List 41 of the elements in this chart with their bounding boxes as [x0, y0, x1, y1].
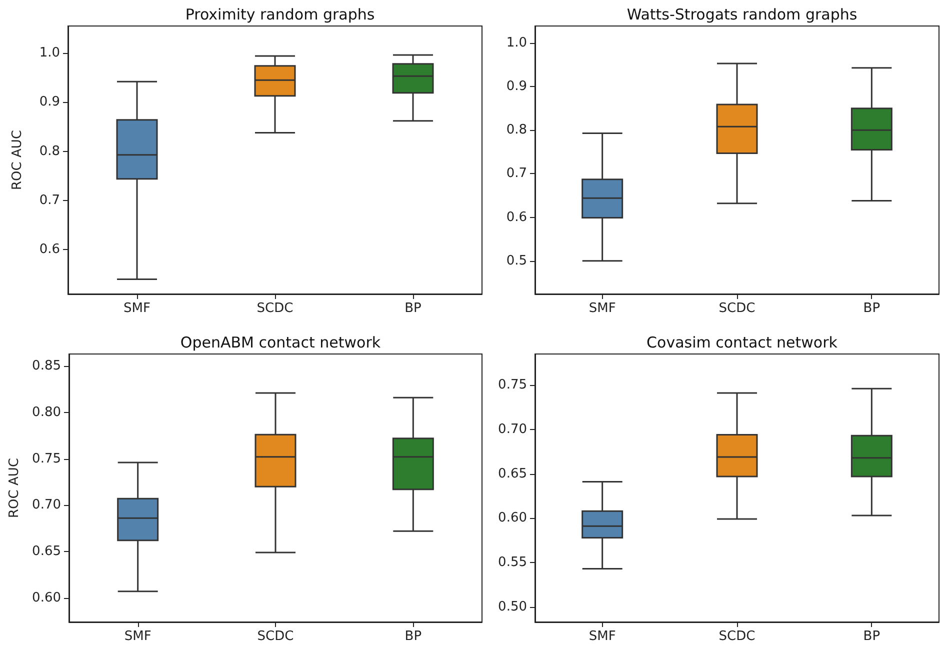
x-tick-label: SCDC [718, 301, 756, 316]
chart-title: Covasim contact network [646, 334, 838, 352]
y-tick-label: 0.65 [498, 466, 527, 482]
y-tick-label: 0.5 [506, 253, 527, 268]
y-tick-label: 1.0 [506, 35, 527, 50]
y-tick-label: 0.8 [39, 144, 60, 159]
x-tick-label: BP [863, 629, 880, 644]
y-tick-label: 0.80 [32, 404, 61, 420]
y-tick-label: 0.6 [39, 242, 60, 258]
chart-title: OpenABM contact network [180, 334, 381, 352]
x-tick-label: SMF [588, 629, 616, 644]
y-tick-label: 0.75 [498, 378, 527, 393]
y-tick-label: 0.70 [32, 498, 61, 513]
y-tick-label: 0.85 [32, 358, 61, 374]
x-tick-label: SCDC [718, 629, 756, 644]
x-tick-label: SCDC [257, 629, 294, 644]
x-tick-label: SMF [124, 301, 150, 316]
y-tick-label: 0.70 [498, 422, 527, 437]
x-tick-label: BP [863, 301, 880, 316]
x-tick-label: BP [404, 301, 422, 316]
y-tick-label: 1.0 [39, 46, 60, 61]
y-tick-label: 0.50 [498, 599, 527, 614]
x-tick-label: SMF [588, 301, 616, 316]
y-axis-title: ROC AUC [10, 130, 25, 190]
x-tick-label: SCDC [256, 301, 294, 316]
x-tick-label: SMF [124, 629, 152, 644]
y-tick-label: 0.75 [32, 451, 61, 466]
y-tick-label: 0.60 [498, 510, 527, 526]
y-tick-label: 0.60 [32, 590, 61, 606]
y-tick-label: 0.55 [498, 555, 527, 570]
chart-title: Watts-Strogats random graphs [626, 6, 858, 24]
y-tick-label: 0.8 [506, 122, 527, 138]
y-tick-label: 0.9 [39, 94, 60, 110]
x-tick-label: BP [404, 629, 422, 644]
y-axis-title: ROC AUC [7, 458, 22, 518]
chart-title: Proximity random graphs [185, 6, 375, 24]
y-tick-label: 0.6 [506, 210, 527, 225]
y-tick-label: 0.9 [506, 79, 527, 94]
y-tick-label: 0.7 [39, 193, 60, 208]
y-tick-label: 0.65 [32, 544, 61, 560]
y-tick-label: 0.7 [506, 166, 527, 182]
